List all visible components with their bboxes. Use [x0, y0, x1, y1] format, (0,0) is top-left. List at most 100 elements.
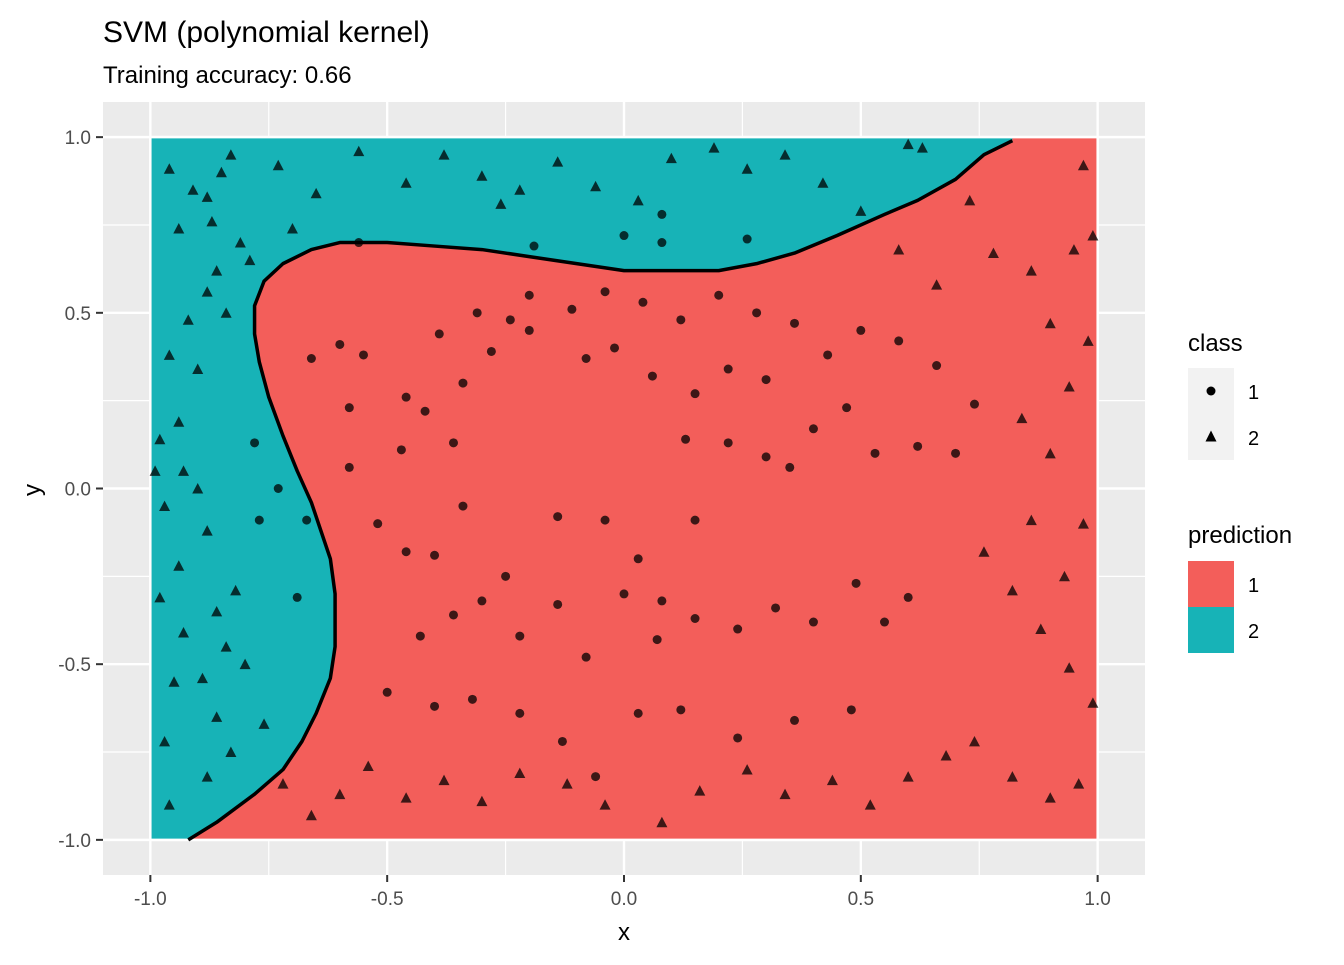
- x-axis: -1.0 -0.5 0.0 0.5 1.0: [134, 875, 1111, 910]
- point-class-1: [600, 287, 610, 297]
- point-class-1: [591, 772, 601, 782]
- point-class-1: [752, 308, 762, 318]
- point-class-1: [633, 554, 643, 564]
- point-class-2: [159, 500, 171, 512]
- grid-lines-major-overlay: [149, 135, 1099, 842]
- point-class-1: [292, 592, 302, 602]
- point-class-2: [272, 159, 284, 171]
- point-class-2: [893, 244, 905, 255]
- point-class-2: [234, 237, 246, 248]
- point-class-1: [344, 462, 354, 472]
- prediction-region-2: [150, 137, 1013, 840]
- point-class-2: [173, 560, 185, 571]
- point-class-1: [250, 438, 260, 448]
- data-points: [149, 138, 1099, 828]
- chart-title: SVM (polynomial kernel): [103, 16, 430, 49]
- point-class-1: [415, 631, 425, 641]
- point-class-2: [163, 349, 175, 360]
- point-class-2: [902, 138, 914, 150]
- point-class-1: [472, 308, 482, 318]
- point-class-2: [1044, 447, 1056, 459]
- point-class-1: [969, 399, 979, 409]
- point-class-1: [913, 441, 923, 451]
- point-class-1: [742, 234, 752, 244]
- point-class-2: [514, 767, 526, 779]
- point-class-2: [1025, 514, 1037, 526]
- point-class-1: [733, 624, 743, 634]
- point-class-2: [1082, 335, 1094, 346]
- point-class-2: [196, 672, 208, 684]
- point-class-1: [505, 315, 515, 325]
- decision-boundary: [187, 139, 1014, 842]
- point-class-2: [438, 774, 450, 786]
- point-class-1: [932, 361, 942, 371]
- point-class-2: [159, 735, 171, 747]
- point-class-1: [610, 343, 620, 353]
- point-class-2: [779, 788, 791, 800]
- y-tick-label: 0.0: [65, 480, 91, 501]
- point-class-1: [657, 238, 667, 248]
- point-class-2: [495, 198, 507, 209]
- point-class-2: [201, 191, 213, 202]
- point-class-2: [173, 416, 185, 427]
- x-tick-label: 1.0: [1084, 889, 1110, 910]
- point-class-1: [808, 424, 818, 434]
- point-class-1: [676, 315, 686, 325]
- point-class-2: [1006, 584, 1018, 596]
- point-class-2: [192, 483, 204, 494]
- point-class-2: [632, 194, 644, 206]
- point-class-1: [880, 617, 889, 627]
- point-class-1: [808, 617, 818, 627]
- point-class-1: [681, 434, 691, 444]
- point-class-1: [951, 448, 961, 458]
- point-class-1: [657, 209, 667, 219]
- point-class-1: [434, 329, 444, 339]
- point-class-2: [173, 222, 185, 234]
- point-class-2: [182, 314, 194, 325]
- point-class-2: [154, 433, 166, 445]
- point-class-2: [590, 180, 602, 192]
- x-tick-label: -0.5: [371, 889, 404, 910]
- point-class-1: [448, 610, 458, 620]
- point-class-2: [286, 222, 298, 234]
- point-class-1: [851, 578, 861, 588]
- point-class-2: [187, 184, 199, 195]
- y-axis: -1.0 -0.5 0.0 0.5 1.0: [58, 128, 103, 852]
- point-class-2: [277, 778, 289, 789]
- point-class-1: [359, 350, 368, 360]
- point-class-1: [771, 603, 781, 613]
- point-class-2: [916, 142, 928, 153]
- point-class-2: [211, 605, 223, 617]
- point-class-2: [826, 774, 838, 786]
- point-class-2: [168, 676, 180, 687]
- point-class-1: [581, 353, 591, 363]
- point-class-1: [842, 403, 852, 413]
- x-tick-label: -1.0: [134, 889, 167, 910]
- point-class-1: [690, 389, 700, 399]
- legend-class-label-1: 1: [1248, 382, 1259, 404]
- legend-prediction-title: prediction: [1188, 522, 1292, 549]
- point-class-1: [430, 550, 440, 560]
- point-class-2: [855, 205, 867, 216]
- point-class-2: [310, 187, 322, 199]
- point-class-1: [553, 599, 563, 609]
- point-class-2: [1063, 662, 1075, 673]
- point-class-2: [987, 247, 999, 259]
- point-class-1: [553, 512, 563, 522]
- point-class-1: [894, 336, 904, 346]
- point-class-2: [552, 156, 564, 167]
- point-class-1: [761, 452, 771, 462]
- point-class-1: [458, 501, 468, 511]
- point-class-1: [515, 708, 525, 718]
- chart-subtitle: Training accuracy: 0.66: [103, 62, 352, 89]
- point-class-2: [1016, 412, 1028, 424]
- legend-prediction-swatch-1: [1188, 561, 1234, 607]
- point-class-2: [163, 799, 175, 810]
- point-class-1: [529, 241, 539, 251]
- point-class-1: [633, 708, 643, 718]
- point-class-1: [302, 515, 312, 525]
- point-class-1: [856, 325, 866, 335]
- point-class-2: [206, 215, 218, 227]
- point-class-1: [823, 350, 833, 360]
- point-class-1: [723, 364, 733, 374]
